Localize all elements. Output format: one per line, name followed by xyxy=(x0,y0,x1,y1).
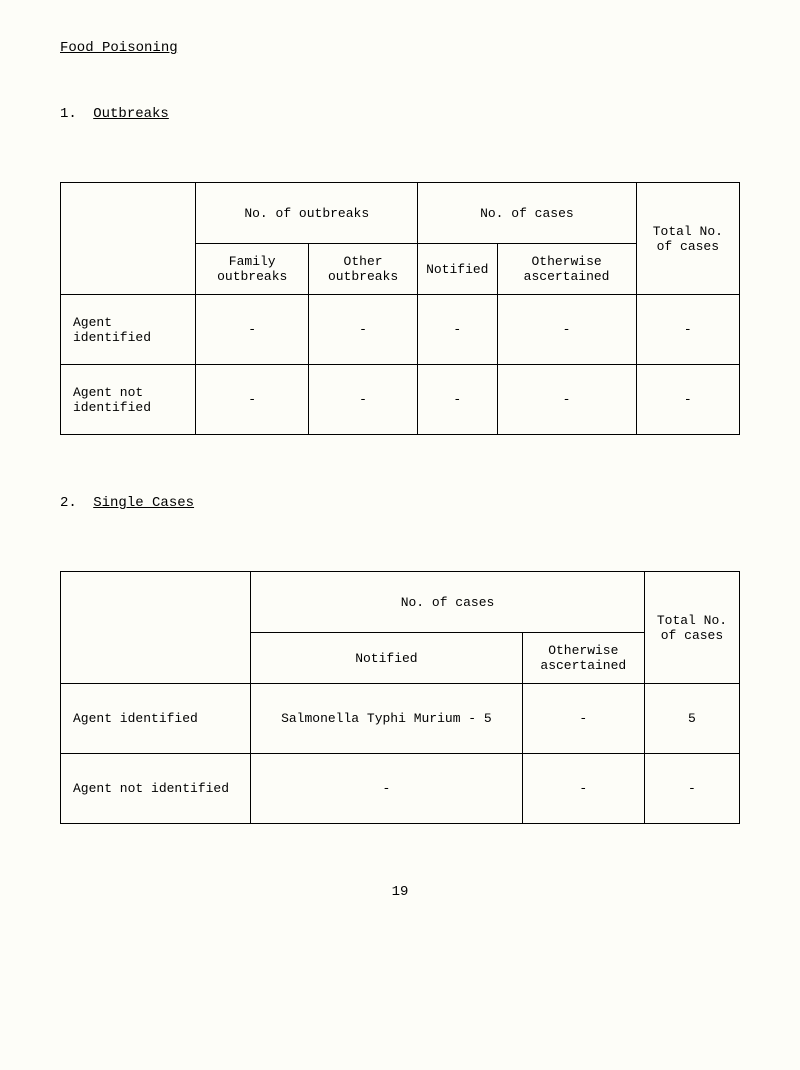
table1-header-total: Total No. of cases xyxy=(636,183,739,295)
table2-row1-c3: - xyxy=(644,754,739,824)
table1-header-no-outbreaks: No. of outbreaks xyxy=(196,183,418,244)
table2-row1-c1: - xyxy=(251,754,523,824)
table1-row0-c1: - xyxy=(196,295,309,365)
table1-row1-c4: - xyxy=(497,365,636,435)
table1-row1-c5: - xyxy=(636,365,739,435)
table2-row0-c2: - xyxy=(522,684,644,754)
table-row: Agent identified Salmonella Typhi Murium… xyxy=(61,684,740,754)
table1-row0-label: Agent identified xyxy=(61,295,196,365)
table2-row1-label: Agent not identified xyxy=(61,754,251,824)
table1-header-blank xyxy=(61,183,196,295)
table2-row0-c1: Salmonella Typhi Murium - 5 xyxy=(251,684,523,754)
single-cases-table: No. of cases Total No. of cases Notified… xyxy=(60,571,740,824)
table2-header-no-cases: No. of cases xyxy=(251,572,645,633)
table1-header-family: Family outbreaks xyxy=(196,244,309,295)
table2-header-otherwise: Otherwise ascertained xyxy=(522,633,644,684)
table1-row0-c2: - xyxy=(309,295,418,365)
section2-label: Single Cases xyxy=(93,495,194,511)
page-number: 19 xyxy=(60,884,740,900)
table1-row1-c3: - xyxy=(418,365,497,435)
table2-header-total: Total No. of cases xyxy=(644,572,739,684)
table-row: Agent identified - - - - - xyxy=(61,295,740,365)
section1-heading: 1. Outbreaks xyxy=(60,106,740,122)
table2-row0-c3: 5 xyxy=(644,684,739,754)
table1-header-notified: Notified xyxy=(418,244,497,295)
table1-header-other: Other outbreaks xyxy=(309,244,418,295)
table1-row1-c1: - xyxy=(196,365,309,435)
section1-label: Outbreaks xyxy=(93,106,169,122)
table1-row0-c5: - xyxy=(636,295,739,365)
table1-row0-c4: - xyxy=(497,295,636,365)
section2-number: 2. xyxy=(60,495,77,511)
table-row: Agent not identified - - - - - xyxy=(61,365,740,435)
section2-heading: 2. Single Cases xyxy=(60,495,740,511)
table2-row1-c2: - xyxy=(522,754,644,824)
page-title: Food Poisoning xyxy=(60,40,740,56)
table2-header-blank xyxy=(61,572,251,684)
table1-row0-c3: - xyxy=(418,295,497,365)
table1-header-no-cases: No. of cases xyxy=(418,183,637,244)
table1-row1-c2: - xyxy=(309,365,418,435)
table-row: Agent not identified - - - xyxy=(61,754,740,824)
table1-row1-label: Agent not identified xyxy=(61,365,196,435)
section1-number: 1. xyxy=(60,106,77,122)
table1-header-otherwise: Otherwise ascertained xyxy=(497,244,636,295)
table2-header-notified: Notified xyxy=(251,633,523,684)
table2-row0-label: Agent identified xyxy=(61,684,251,754)
outbreaks-table: No. of outbreaks No. of cases Total No. … xyxy=(60,182,740,435)
